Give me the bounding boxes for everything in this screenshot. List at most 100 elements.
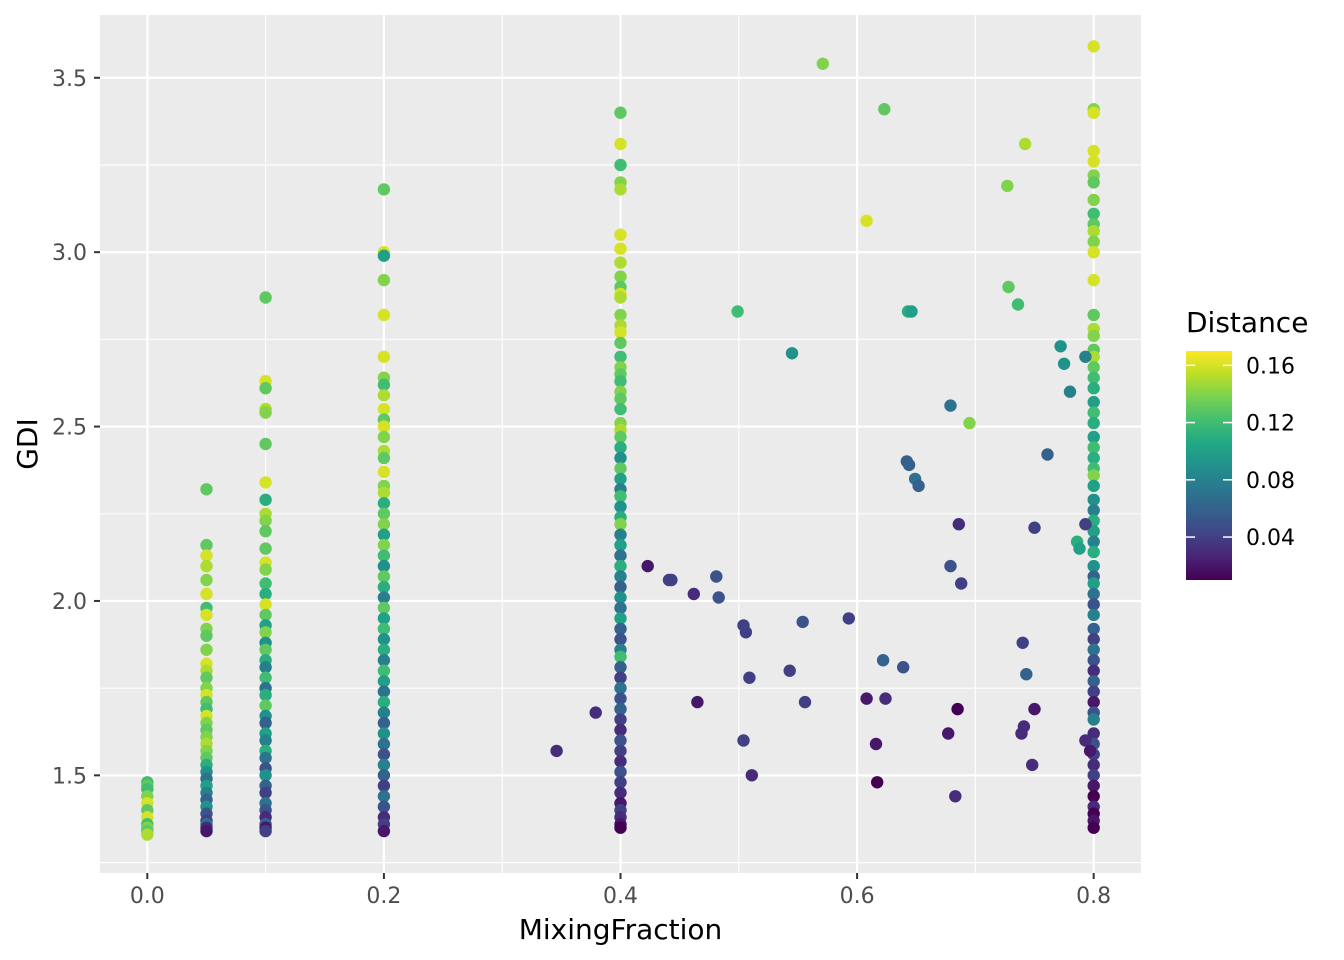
data-point <box>377 643 391 656</box>
data-point <box>614 336 627 350</box>
data-point <box>614 821 627 834</box>
data-point <box>1087 525 1100 538</box>
data-point <box>377 779 391 792</box>
data-point <box>614 776 627 789</box>
data-point <box>200 538 213 552</box>
data-point <box>377 769 391 782</box>
data-point <box>614 671 627 684</box>
data-point <box>614 786 627 799</box>
data-point <box>614 612 627 625</box>
data-point <box>259 542 272 555</box>
data-point <box>1087 622 1100 636</box>
data-point <box>1087 598 1100 611</box>
data-point <box>377 402 391 416</box>
data-point <box>1087 235 1100 248</box>
data-point <box>259 598 272 611</box>
data-point <box>614 538 627 552</box>
data-point <box>902 458 916 472</box>
data-point <box>745 769 758 782</box>
data-point <box>259 577 272 590</box>
data-point <box>1001 179 1014 193</box>
data-point <box>200 824 213 838</box>
data-point <box>259 382 272 395</box>
data-point <box>614 462 627 475</box>
data-point <box>589 706 602 719</box>
data-point <box>743 671 756 684</box>
data-point <box>200 483 213 496</box>
data-point <box>377 664 391 677</box>
data-point <box>614 256 627 269</box>
data-point <box>1018 137 1032 151</box>
data-point <box>1083 744 1097 758</box>
data-point <box>963 416 976 430</box>
data-point <box>259 734 272 747</box>
data-point <box>377 350 391 363</box>
data-point <box>1028 521 1041 534</box>
data-point <box>1087 144 1100 158</box>
data-point <box>614 402 627 416</box>
data-point <box>1087 779 1100 792</box>
data-point <box>952 518 965 531</box>
data-point <box>1087 685 1100 698</box>
data-point <box>377 249 391 262</box>
data-point <box>1002 280 1015 294</box>
data-point <box>614 158 627 172</box>
data-point <box>614 375 627 388</box>
x-axis: 0.0 0.2 0.4 0.6 0.8 <box>130 873 1111 909</box>
data-point <box>1054 340 1067 353</box>
legend-colorbar <box>1186 351 1232 580</box>
data-point <box>377 612 391 625</box>
data-point <box>141 828 154 841</box>
data-point <box>614 441 627 454</box>
data-point <box>614 713 627 726</box>
data-point <box>377 486 391 499</box>
data-point <box>1087 675 1100 688</box>
data-point <box>1087 469 1100 482</box>
data-point <box>614 633 627 646</box>
x-tick-label: 0.4 <box>603 884 638 909</box>
data-point <box>259 291 272 304</box>
data-point <box>614 430 627 444</box>
data-point <box>377 451 391 465</box>
data-point <box>377 800 391 813</box>
data-point <box>614 765 627 779</box>
data-point <box>1087 695 1100 709</box>
data-point <box>259 514 272 527</box>
y-axis: 1.5 2.0 2.5 3.0 3.5 <box>52 67 100 789</box>
data-point <box>1087 193 1100 207</box>
legend: Distance 0.04 0.08 0.12 0.16 <box>1186 306 1308 580</box>
data-point <box>1087 441 1100 454</box>
data-point <box>377 549 391 562</box>
data-point <box>614 601 627 615</box>
data-point <box>1087 633 1100 646</box>
data-point <box>377 706 391 719</box>
data-point <box>614 106 627 119</box>
data-point <box>614 692 627 705</box>
data-point <box>200 608 213 622</box>
data-point <box>377 601 391 615</box>
y-tick-label: 2.0 <box>52 590 87 615</box>
data-point <box>614 490 627 503</box>
data-point <box>944 399 957 412</box>
data-point <box>259 493 272 506</box>
data-point <box>1087 371 1100 384</box>
data-point <box>377 570 391 583</box>
data-point <box>871 776 884 789</box>
legend-title: Distance <box>1186 306 1308 339</box>
data-point <box>737 734 750 747</box>
data-point <box>614 242 627 255</box>
data-point <box>614 308 627 322</box>
data-point <box>1087 416 1100 430</box>
data-point <box>614 622 627 636</box>
data-point <box>869 737 883 751</box>
data-point <box>200 573 213 587</box>
data-point <box>614 723 627 737</box>
data-point <box>614 137 627 151</box>
data-point <box>687 587 700 601</box>
data-point <box>1087 479 1100 493</box>
data-point <box>377 378 391 391</box>
x-axis-title: MixingFraction <box>519 913 723 946</box>
data-point <box>1087 382 1100 395</box>
legend-tick-label: 0.08 <box>1246 469 1295 494</box>
data-point <box>1087 577 1100 590</box>
